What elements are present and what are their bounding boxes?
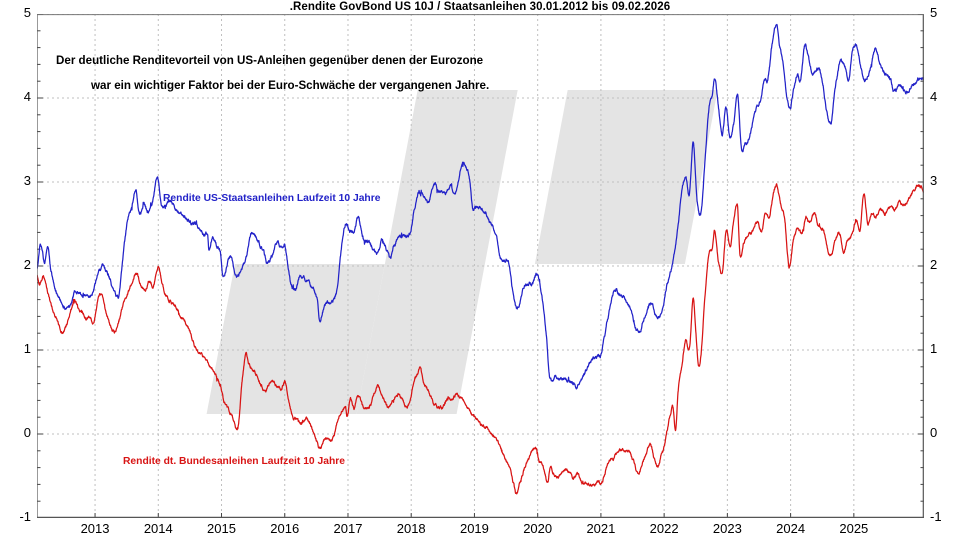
series-line-blue	[37, 23, 924, 390]
x-tick-label: 2013	[80, 521, 110, 536]
x-tick-label: 2025	[839, 521, 869, 536]
y-tick-label: 4	[23, 89, 31, 104]
series-line-red	[37, 183, 924, 495]
y-tick-label: 5	[23, 5, 31, 20]
series-label-us: Rendite US-Staatsanleihen Laufzeit 10 Ja…	[163, 193, 381, 204]
y-tick-label: 0	[23, 425, 31, 440]
y-tick-label: -1	[930, 509, 942, 524]
x-tick-label: 2019	[459, 521, 489, 536]
y-tick-label: 4	[930, 89, 938, 104]
plot-area	[37, 14, 924, 518]
series-label-bund: Rendite dt. Bundesanleihen Laufzeit 10 J…	[123, 456, 346, 467]
y-tick-label: 1	[930, 341, 938, 356]
x-tick-label: 2016	[270, 521, 300, 536]
x-tick-label: 2022	[649, 521, 679, 536]
y-tick-label: 0	[930, 425, 938, 440]
y-tick-label: 2	[930, 257, 938, 272]
y-tick-label: 2	[23, 257, 31, 272]
x-tick-label: 2014	[143, 521, 173, 536]
y-tick-label: -1	[19, 509, 31, 524]
x-tick-label: 2017	[333, 521, 363, 536]
watermark-logo	[206, 90, 718, 414]
y-tick-label: 3	[930, 173, 938, 188]
x-tick-label: 2020	[523, 521, 553, 536]
annotation-line-2: war ein wichtiger Faktor bei der Euro-Sc…	[91, 79, 490, 92]
annotation-text: Der deutliche Renditevorteil von US-Anle…	[56, 48, 616, 98]
x-tick-label: 2024	[776, 521, 806, 536]
y-tick-label: 3	[23, 173, 31, 188]
chart-svg	[37, 14, 924, 518]
x-tick-label: 2021	[586, 521, 616, 536]
gridlines	[37, 14, 924, 518]
x-tick-label: 2018	[396, 521, 426, 536]
x-tick-label: 2023	[712, 521, 742, 536]
page-title: .Rendite GovBond US 10J / Staatsanleihen…	[289, 1, 671, 13]
y-tick-label: 5	[930, 5, 938, 20]
x-tick-label: 2015	[207, 521, 236, 536]
y-tick-label: 1	[23, 341, 31, 356]
annotation-line-1: Der deutliche Renditevorteil von US-Anle…	[56, 54, 484, 67]
